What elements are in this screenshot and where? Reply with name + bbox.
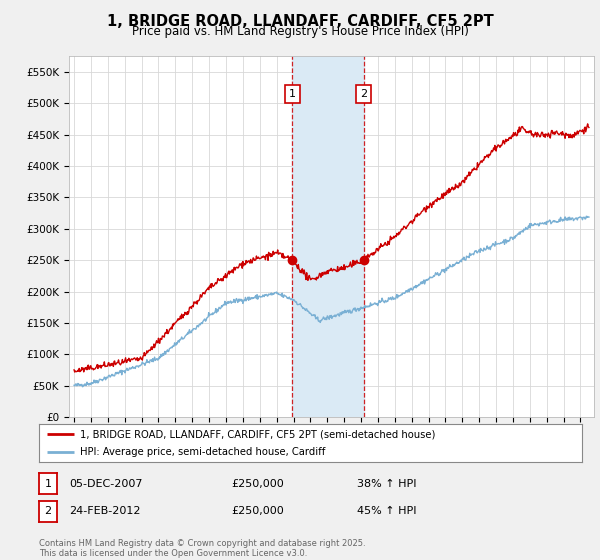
Text: 05-DEC-2007: 05-DEC-2007 bbox=[69, 479, 143, 489]
Text: 1, BRIDGE ROAD, LLANDAFF, CARDIFF, CF5 2PT (semi-detached house): 1, BRIDGE ROAD, LLANDAFF, CARDIFF, CF5 2… bbox=[80, 429, 435, 439]
Text: 2: 2 bbox=[360, 88, 367, 99]
Text: 1: 1 bbox=[44, 479, 52, 489]
Text: 1, BRIDGE ROAD, LLANDAFF, CARDIFF, CF5 2PT: 1, BRIDGE ROAD, LLANDAFF, CARDIFF, CF5 2… bbox=[107, 14, 493, 29]
Bar bbox=[292, 56, 364, 417]
Text: 38% ↑ HPI: 38% ↑ HPI bbox=[357, 479, 416, 489]
Text: 1: 1 bbox=[289, 88, 296, 99]
Text: HPI: Average price, semi-detached house, Cardiff: HPI: Average price, semi-detached house,… bbox=[80, 447, 325, 457]
Text: £250,000: £250,000 bbox=[231, 506, 284, 516]
Text: £250,000: £250,000 bbox=[231, 479, 284, 489]
Text: Price paid vs. HM Land Registry's House Price Index (HPI): Price paid vs. HM Land Registry's House … bbox=[131, 25, 469, 38]
Text: 45% ↑ HPI: 45% ↑ HPI bbox=[357, 506, 416, 516]
Text: 2: 2 bbox=[44, 506, 52, 516]
Text: 24-FEB-2012: 24-FEB-2012 bbox=[69, 506, 140, 516]
Text: Contains HM Land Registry data © Crown copyright and database right 2025.
This d: Contains HM Land Registry data © Crown c… bbox=[39, 539, 365, 558]
